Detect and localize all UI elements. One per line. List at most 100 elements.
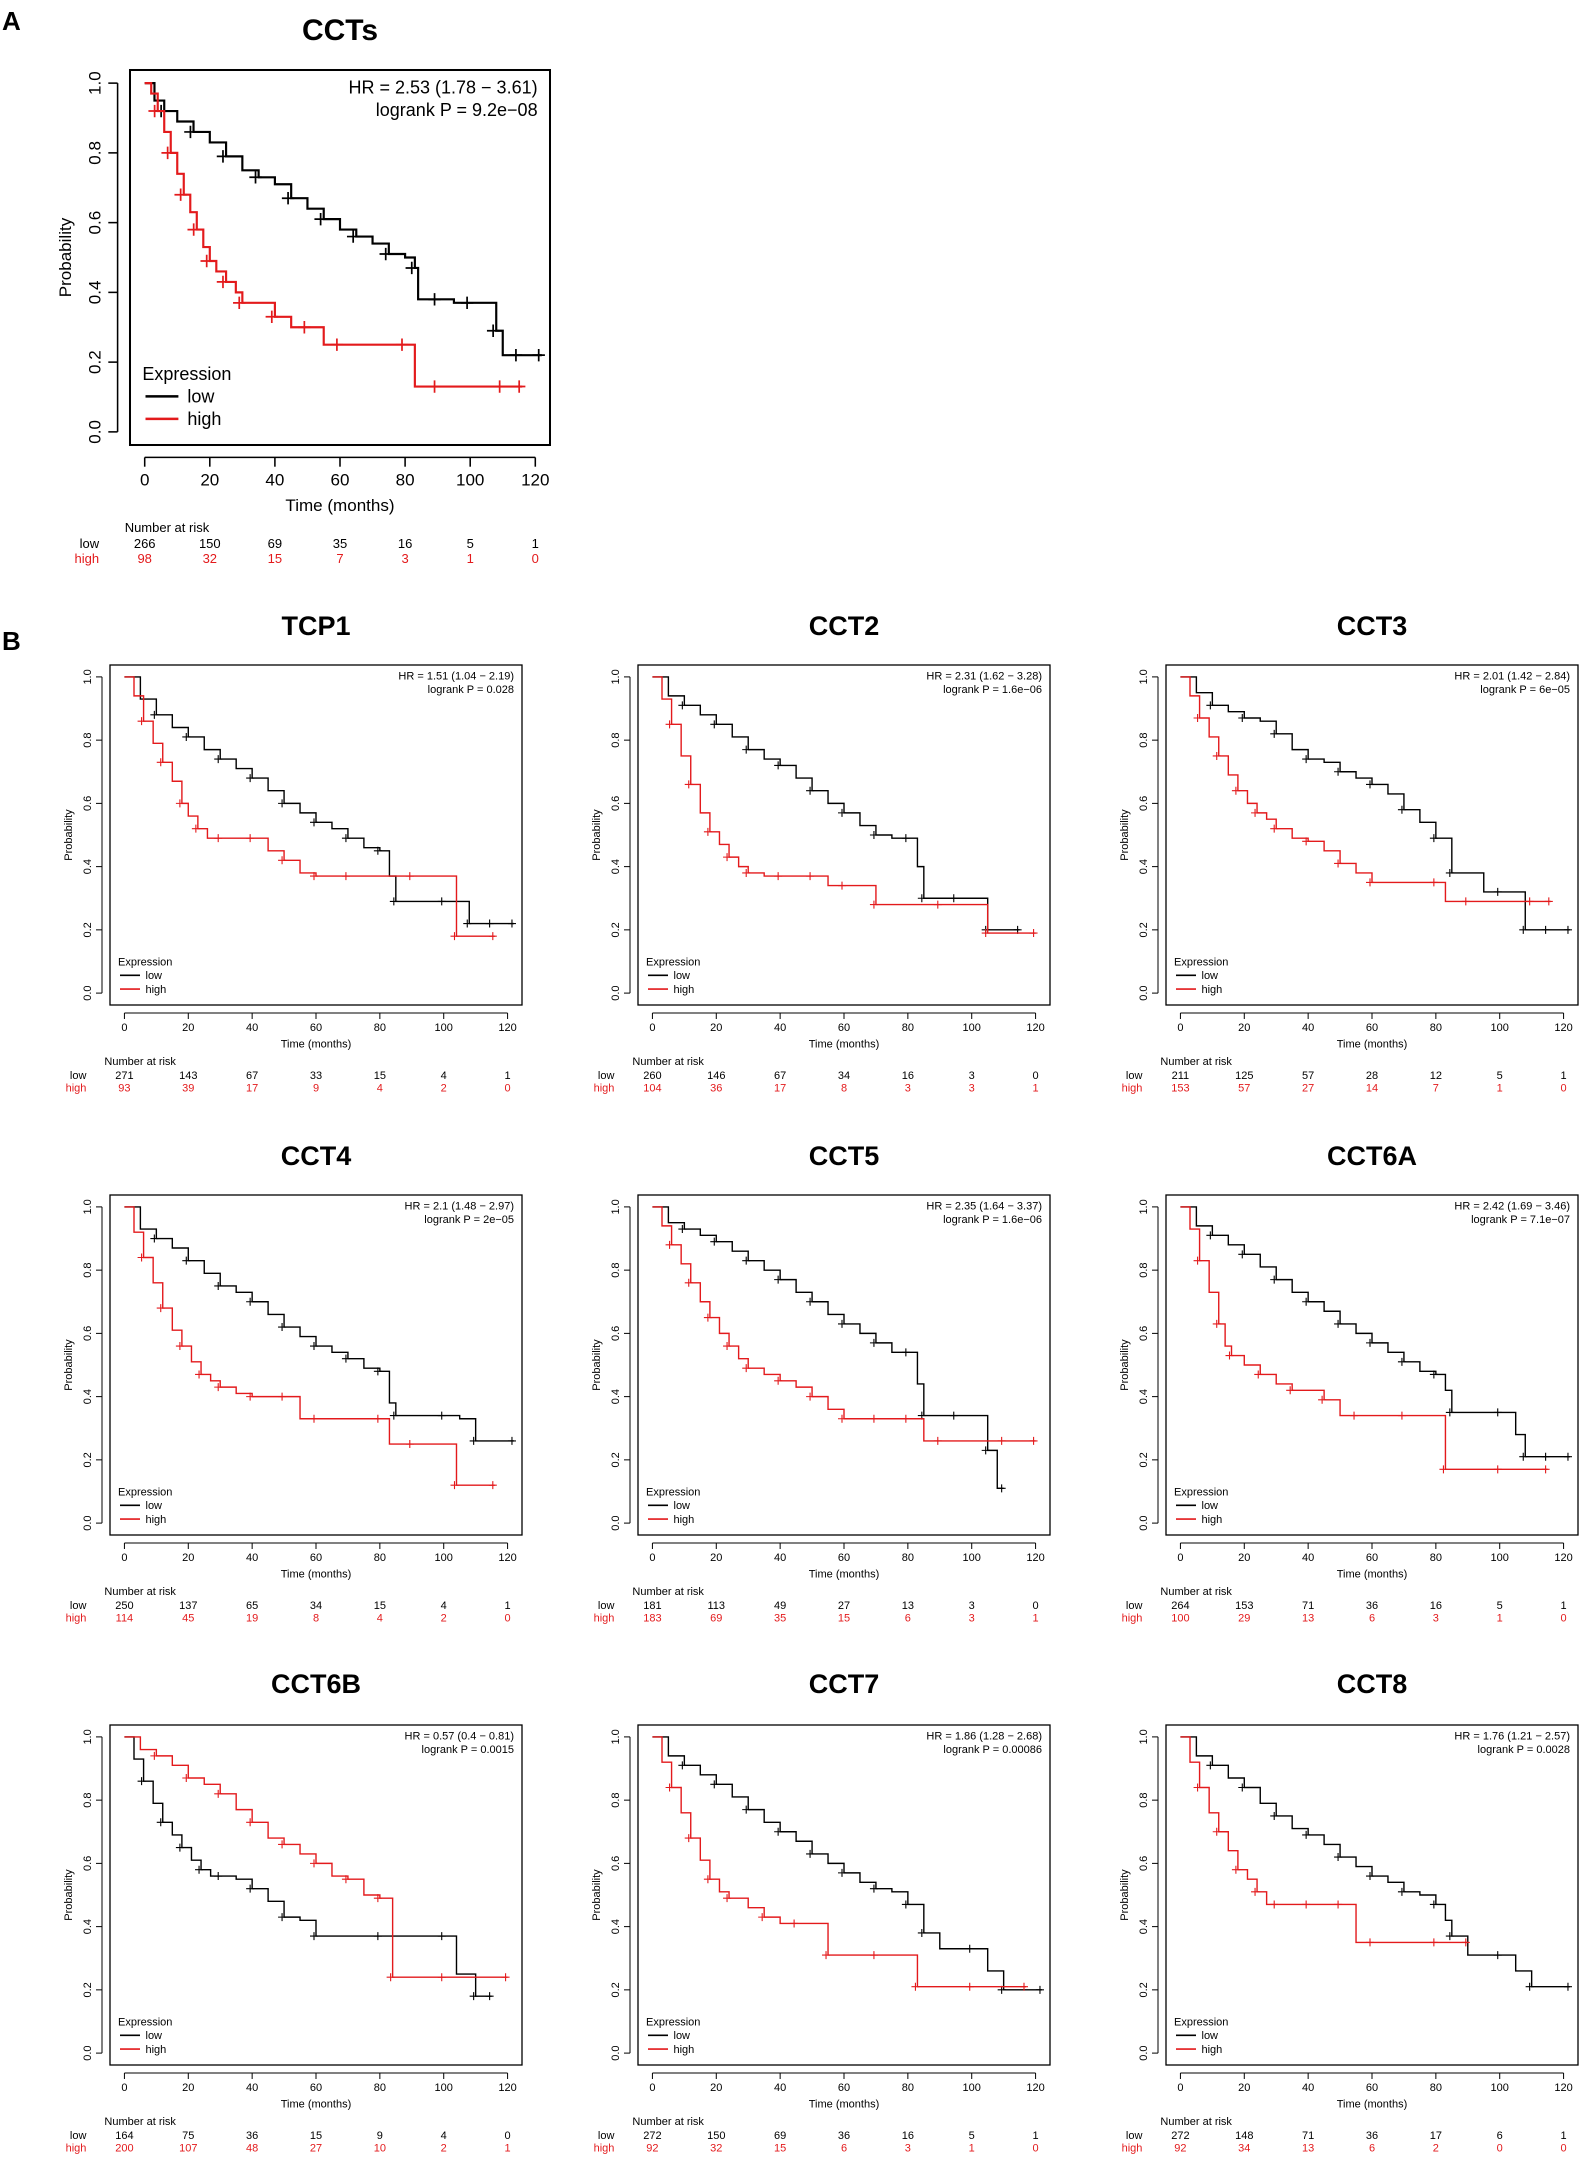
hr-annotation: HR = 1.86 (1.28 − 2.68)	[926, 1730, 1042, 1742]
x-tick-label: 80	[374, 1552, 386, 1564]
censor-mark-high	[175, 799, 184, 808]
x-tick-label: 80	[374, 2082, 386, 2094]
risk-count-high: 36	[710, 1083, 722, 1095]
x-axis-label: Time (months)	[809, 1039, 880, 1051]
x-tick-label: 20	[1238, 2082, 1250, 2094]
legend-label-high: high	[674, 1514, 695, 1526]
risk-count-high: 27	[1302, 1083, 1314, 1095]
risk-count-high: 8	[841, 1083, 847, 1095]
x-axis-label: Time (months)	[281, 1039, 352, 1051]
x-tick-label: 120	[498, 1552, 516, 1564]
x-tick-label: 60	[1366, 2082, 1378, 2094]
plot-frame	[109, 1724, 523, 2066]
risk-row-label-high: high	[75, 551, 100, 566]
risk-count-low: 5	[969, 2130, 975, 2142]
x-tick-label: 20	[200, 470, 219, 489]
censor-mark-low	[460, 296, 474, 310]
risk-count-low: 143	[179, 1070, 197, 1082]
censor-mark-high	[806, 1392, 815, 1401]
y-tick-label: 0.2	[82, 1452, 94, 1467]
risk-count-high: 92	[1174, 2143, 1186, 2155]
risk-count-low: 153	[1235, 1600, 1253, 1612]
risk-count-high: 0	[1033, 2143, 1039, 2155]
censor-mark-high	[838, 1414, 846, 1423]
risk-count-high: 4	[377, 1613, 383, 1625]
y-tick-label: 1.0	[610, 1199, 622, 1214]
y-tick-label: 0.6	[1138, 796, 1150, 811]
risk-count-high: 1	[1033, 1083, 1039, 1095]
km-curve-high	[1180, 1206, 1548, 1471]
km-curve-low	[144, 82, 542, 357]
censor-mark-high	[1429, 878, 1438, 887]
x-tick-label: 40	[774, 1022, 786, 1034]
risk-count-low: 5	[1497, 1070, 1503, 1082]
risk-title: Number at risk	[632, 1056, 704, 1068]
censor-mark-high	[758, 1913, 767, 1922]
hr-annotation: HR = 2.31 (1.62 − 3.28)	[926, 670, 1042, 682]
censor-mark-high	[373, 1894, 382, 1903]
censor-mark-high	[838, 881, 846, 890]
risk-count-low: 150	[707, 2130, 725, 2142]
censor-mark-high	[1029, 929, 1038, 938]
censor-mark-low	[1302, 755, 1311, 764]
legend-title: Expression	[118, 956, 172, 968]
censor-mark-low	[1206, 1231, 1215, 1240]
censor-mark-high	[742, 868, 751, 877]
x-tick-label: 100	[456, 470, 484, 489]
censor-mark-low	[310, 818, 318, 827]
legend-label-low: low	[1202, 2030, 1219, 2042]
risk-count-low: 16	[1430, 1600, 1442, 1612]
risk-count-low: 9	[377, 2130, 383, 2142]
censor-mark-high	[1193, 714, 1202, 723]
y-tick-label: 0.4	[610, 859, 622, 874]
legend-label-low: low	[674, 970, 691, 982]
y-tick-label: 0.0	[1138, 2045, 1150, 2060]
censor-mark-low	[1519, 1452, 1528, 1461]
x-axis-label: Time (months)	[1337, 1039, 1408, 1051]
risk-count-low: 15	[310, 2130, 322, 2142]
censor-mark-high	[156, 758, 165, 767]
censor-mark-high	[1302, 837, 1311, 846]
legend-title: Expression	[1174, 1486, 1228, 1498]
x-tick-label: 40	[1302, 1022, 1314, 1034]
censor-mark-low	[1302, 1830, 1311, 1839]
legend-label-low: low	[146, 2030, 163, 2042]
censor-mark-low	[710, 1780, 719, 1789]
y-tick-label: 0.0	[82, 1515, 94, 1530]
x-tick-label: 40	[1302, 2082, 1314, 2094]
y-tick-label: 0.4	[1138, 1919, 1150, 1934]
risk-count-high: 6	[905, 1613, 911, 1625]
censor-mark-high	[1029, 1436, 1038, 1445]
risk-row-label-high: high	[594, 1083, 615, 1095]
risk-count-low: 272	[1171, 2130, 1189, 2142]
censor-mark-high	[790, 1919, 799, 1928]
risk-count-high: 1	[467, 551, 474, 566]
y-tick-label: 0.4	[610, 1389, 622, 1404]
censor-mark-high	[1231, 786, 1240, 795]
censor-mark-high	[703, 1875, 712, 1884]
censor-mark-high	[723, 853, 732, 862]
risk-count-high: 0	[1497, 2143, 1503, 2155]
risk-count-low: 148	[1235, 2130, 1253, 2142]
risk-count-low: 67	[246, 1070, 258, 1082]
censor-mark-low	[1429, 1370, 1438, 1379]
legend-label-low: low	[1202, 970, 1219, 982]
y-tick-label: 0.8	[86, 141, 105, 165]
censor-mark-low	[678, 1761, 687, 1770]
panel-a-letter: A	[2, 6, 21, 36]
censor-mark-low	[1493, 1951, 1502, 1960]
risk-count-low: 65	[246, 1600, 258, 1612]
risk-count-high: 1	[1497, 1083, 1503, 1095]
censor-mark-low	[1334, 1853, 1343, 1862]
risk-count-high: 100	[1171, 1613, 1189, 1625]
censor-mark-high	[156, 1304, 165, 1313]
risk-count-low: 260	[643, 1070, 661, 1082]
censor-mark-high	[330, 338, 344, 351]
risk-count-high: 3	[401, 551, 408, 566]
legend-label-high: high	[674, 2044, 695, 2056]
risk-count-high: 17	[246, 1083, 258, 1095]
logrank-annotation: logrank P = 7.1e−07	[1471, 1214, 1570, 1226]
censor-mark-low	[901, 1348, 910, 1357]
risk-title: Number at risk	[632, 1586, 704, 1598]
risk-count-high: 200	[115, 2143, 133, 2155]
